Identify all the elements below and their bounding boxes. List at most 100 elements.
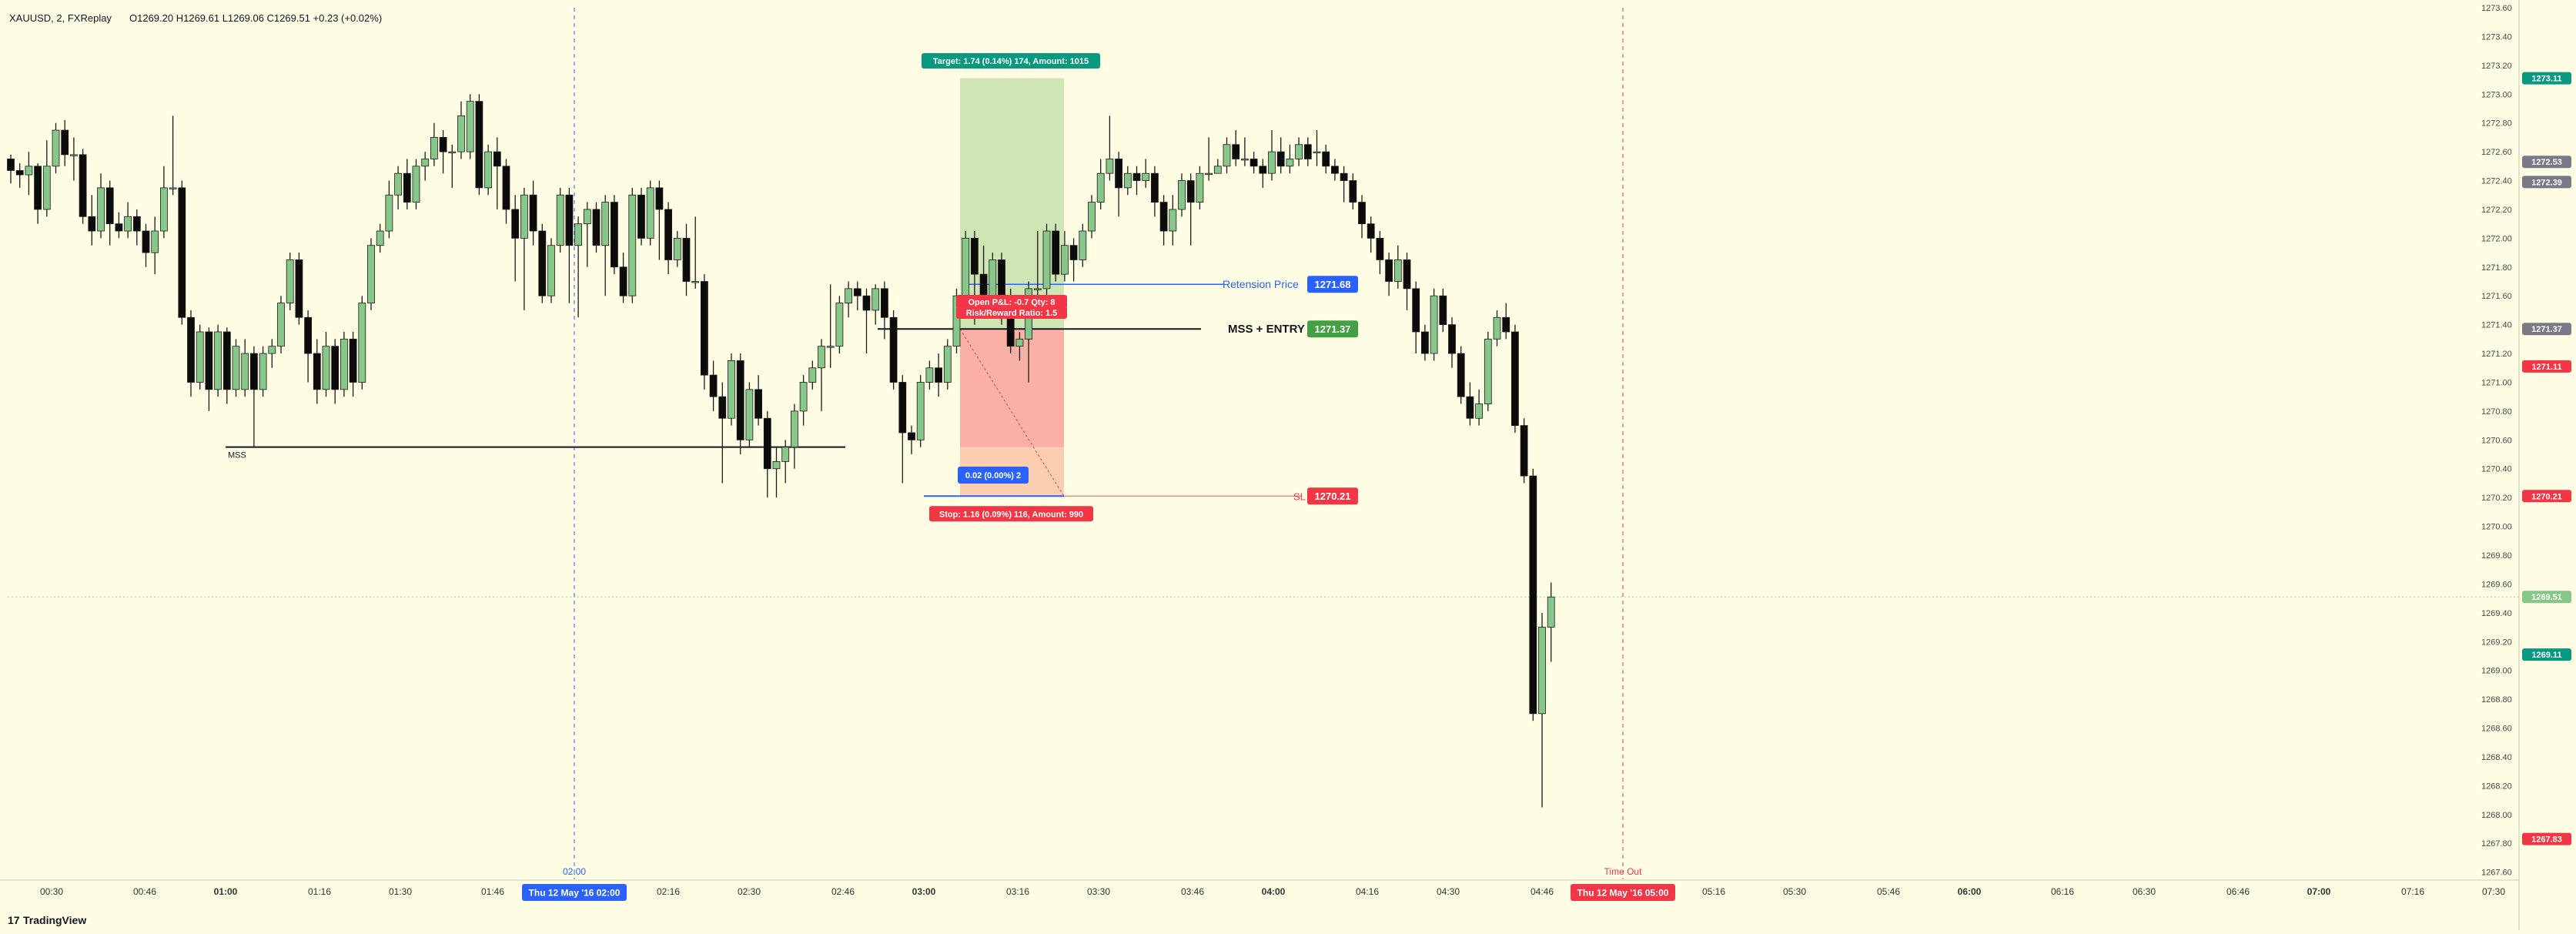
candle-body-up bbox=[646, 187, 654, 239]
candle-body-down bbox=[142, 230, 150, 253]
candle bbox=[611, 195, 618, 275]
target-label[interactable]: Target: 1.74 (0.14%) 174, Amount: 1015 bbox=[922, 53, 1100, 69]
candle-body-up bbox=[1096, 172, 1105, 203]
mss-entry-label[interactable]: MSS + ENTRY bbox=[1228, 323, 1305, 336]
mss-label[interactable]: MSS bbox=[228, 451, 246, 460]
stop-label[interactable]: Stop: 1.16 (0.09%) 116, Amount: 990 bbox=[929, 506, 1093, 522]
candle bbox=[1061, 231, 1069, 282]
price-axis-tag[interactable]: 1267.83 bbox=[2522, 832, 2571, 845]
price-axis-tag[interactable]: 1270.21 bbox=[2522, 490, 2571, 503]
candle bbox=[79, 149, 87, 224]
candle bbox=[556, 187, 564, 253]
candle bbox=[331, 339, 340, 404]
risk-reward-label[interactable]: Risk/Reward Ratio: 1.5 bbox=[956, 306, 1067, 319]
price-axis-tag-text: 1271.37 bbox=[2531, 325, 2562, 334]
candle-body-up bbox=[214, 331, 222, 390]
candle bbox=[313, 339, 321, 404]
candle bbox=[205, 327, 213, 411]
mss-entry-price-tag[interactable]: 1271.37 bbox=[1307, 320, 1358, 338]
candle-body-up bbox=[1178, 180, 1186, 210]
candle-body-down bbox=[349, 338, 357, 383]
candle bbox=[1412, 281, 1420, 354]
candle bbox=[88, 195, 96, 246]
price-axis-tag-text: 1272.39 bbox=[2531, 178, 2562, 187]
time-axis[interactable]: 00:30 00:46 01:00 01:16 01:30 01:46 02:16 02:30… bbox=[0, 879, 2519, 901]
price-axis-tag[interactable]: 1273.11 bbox=[2522, 72, 2571, 85]
pnl-mid-label[interactable]: 0.02 (0.00%) 2 bbox=[958, 467, 1029, 484]
candle bbox=[1106, 115, 1114, 181]
drawing-lines[interactable] bbox=[226, 283, 1301, 497]
price-tick-label: 1271.00 bbox=[2481, 378, 2512, 387]
price-axis-tag[interactable]: 1272.53 bbox=[2522, 156, 2571, 169]
time-tick-label: 05:30 bbox=[1783, 886, 1806, 897]
candle bbox=[781, 440, 790, 484]
sl-label[interactable]: SL bbox=[1293, 490, 1306, 502]
candle bbox=[340, 331, 348, 397]
candle bbox=[178, 180, 186, 325]
candle-body-down bbox=[592, 209, 601, 246]
candle-body-up bbox=[845, 288, 852, 303]
retension-price-label[interactable]: Retension Price bbox=[1223, 278, 1299, 290]
target-zone bbox=[960, 78, 1064, 330]
candle bbox=[222, 327, 231, 404]
timeout-marker-label[interactable]: Time Out bbox=[1604, 866, 1643, 877]
candle-body-up bbox=[97, 187, 105, 232]
candle-body-down bbox=[979, 273, 988, 296]
candle-body-down bbox=[475, 101, 483, 189]
legend-symbol[interactable]: XAUUSD, 2, FXReplay bbox=[9, 12, 112, 24]
candle-body-up bbox=[70, 154, 78, 156]
price-tick-label: 1271.20 bbox=[2481, 350, 2512, 359]
retension-price-tag[interactable]: 1271.68 bbox=[1307, 276, 1358, 293]
candle-body-down bbox=[439, 136, 447, 152]
position-zones bbox=[959, 78, 1065, 497]
sl-price-tag[interactable]: 1270.21 bbox=[1307, 487, 1358, 505]
candle bbox=[457, 101, 465, 159]
time-highlight-label[interactable]: Thu 12 May '16 02:00 bbox=[522, 884, 627, 901]
price-tick-label: 1269.20 bbox=[2481, 638, 2512, 647]
candle bbox=[845, 281, 852, 318]
candle-body-down bbox=[853, 288, 861, 296]
open-pnl-label[interactable]: Open P&L: -0.7 Qty: 8 bbox=[956, 295, 1067, 309]
tradingview-logo[interactable]: 17 TradingView bbox=[8, 914, 86, 926]
candle bbox=[1448, 317, 1456, 368]
timeout-highlight-label[interactable]: Thu 12 May '16 05:00 bbox=[1571, 884, 1675, 901]
pnl-mid-label-text: 0.02 (0.00%) 2 bbox=[965, 471, 1021, 480]
candle-body-up bbox=[799, 382, 808, 412]
candle bbox=[520, 187, 528, 310]
time-marker-label[interactable]: 02:00 bbox=[563, 866, 586, 877]
candle-body-up bbox=[1268, 151, 1276, 174]
candle bbox=[34, 163, 42, 224]
candle bbox=[565, 187, 574, 303]
candle bbox=[871, 284, 880, 325]
drawing-labels[interactable]: MSS MSS + ENTRY 1271.37 Retension Price 1271… bbox=[228, 53, 1642, 877]
pnl-mid-label-bg bbox=[958, 467, 1029, 484]
candle bbox=[367, 238, 375, 310]
candle bbox=[1295, 137, 1303, 166]
candle-body-down bbox=[1466, 396, 1474, 419]
candle-body-down bbox=[7, 159, 15, 171]
price-tick-label: 1272.00 bbox=[2481, 234, 2512, 243]
candle bbox=[15, 163, 24, 188]
price-axis-tag[interactable]: 1269.51 bbox=[2522, 591, 2571, 604]
price-axis-tag[interactable]: 1271.37 bbox=[2522, 323, 2571, 336]
time-tick-label: 07:16 bbox=[2401, 886, 2424, 897]
candle bbox=[52, 122, 60, 174]
candle-body-down bbox=[1232, 144, 1240, 159]
candle-body-up bbox=[196, 331, 204, 383]
time-highlight-label-text: Thu 12 May '16 02:00 bbox=[529, 887, 621, 898]
price-axis-tag[interactable]: 1272.39 bbox=[2522, 176, 2571, 189]
candle-body-up bbox=[989, 259, 997, 296]
time-tick-label: 03:30 bbox=[1087, 886, 1110, 897]
candle bbox=[502, 159, 510, 224]
price-axis-tag[interactable]: 1271.11 bbox=[2522, 360, 2571, 373]
price-axis[interactable]: 1273.60 1273.40 1273.20 1273.00 1272.80 1272.… bbox=[2481, 0, 2571, 930]
price-axis-tag-text: 1270.21 bbox=[2531, 492, 2562, 501]
risk-reward-label-bg bbox=[956, 306, 1067, 319]
price-axis-tag[interactable]: 1269.11 bbox=[2522, 648, 2571, 661]
candle bbox=[1403, 253, 1411, 310]
sl-price-tag-bg bbox=[1307, 487, 1358, 505]
stop-label-bg bbox=[929, 506, 1093, 522]
candle-body-up bbox=[601, 202, 610, 246]
